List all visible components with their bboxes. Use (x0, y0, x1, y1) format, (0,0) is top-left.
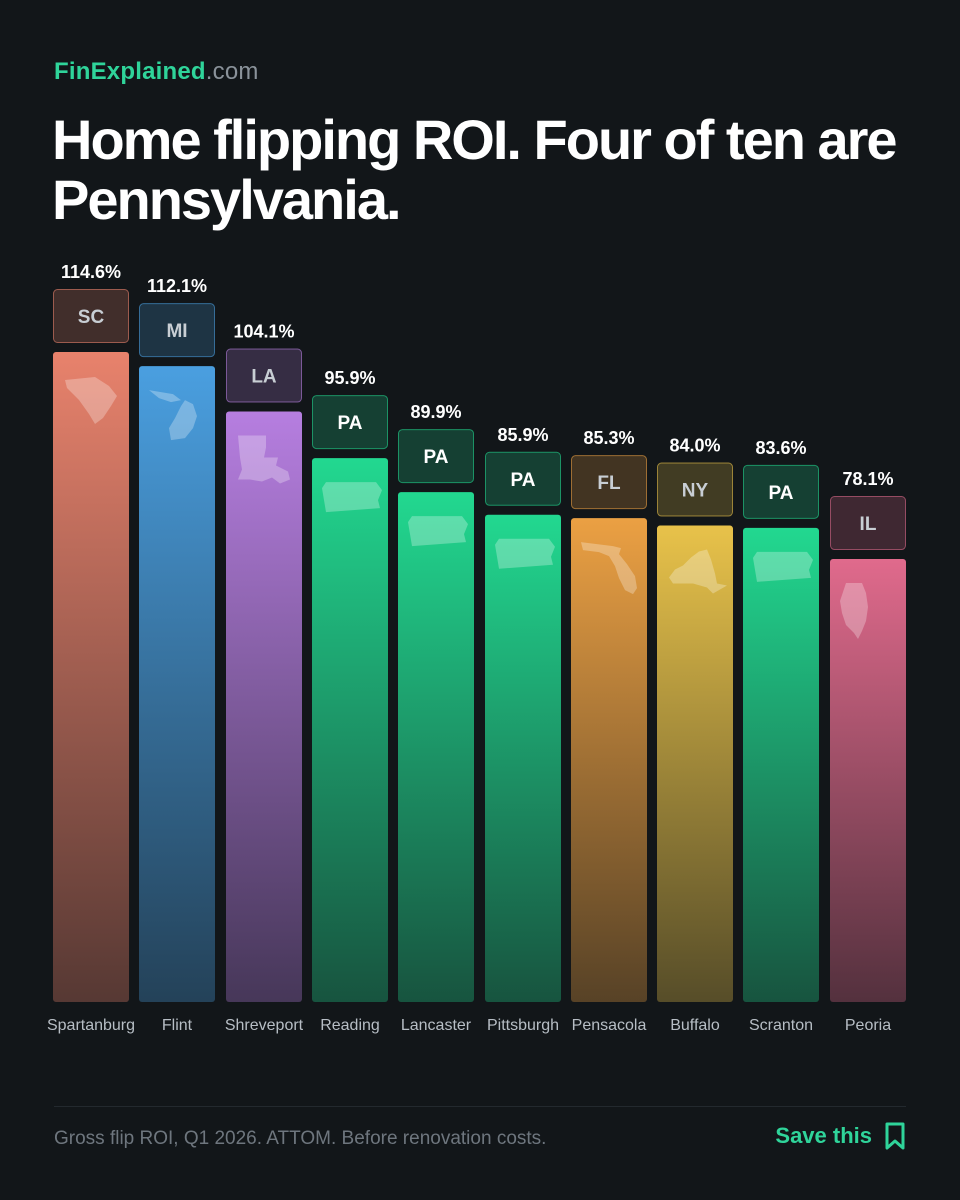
state-shape-icon (149, 390, 197, 441)
value-label: 83.6% (755, 438, 806, 458)
value-label: 114.6% (61, 262, 121, 282)
bar-flint (139, 366, 215, 1002)
category-label: Buffalo (670, 1017, 720, 1034)
state-badge-label: IL (860, 514, 877, 535)
category-label: Scranton (749, 1017, 813, 1034)
bar-chart: SC 114.6% Spartanburg MI 112.1% Flint LA 104.1%… (47, 262, 906, 1034)
category-label: Lancaster (401, 1017, 472, 1034)
state-badge (53, 289, 129, 343)
page-title: Home flipping ROI. Four of ten are Penns… (52, 108, 898, 231)
save-button-label: Save this (775, 1123, 872, 1148)
state-badge (830, 496, 906, 551)
state-badge-label: FL (597, 473, 621, 494)
state-badge (139, 303, 215, 358)
state-shape-icon (495, 538, 555, 569)
value-label: 104.1% (233, 322, 294, 342)
bookmark-icon (885, 1122, 905, 1150)
state-shape-icon (669, 549, 727, 594)
category-label: Pittsburgh (487, 1017, 559, 1034)
bar-shreveport (226, 411, 302, 1003)
brand-domain: .com (205, 58, 259, 85)
state-badge-label: NY (682, 481, 709, 502)
state-shape-icon (322, 482, 382, 513)
state-badge (226, 348, 302, 403)
state-badge (657, 462, 733, 517)
state-badge-label: PA (424, 447, 449, 468)
state-shape-icon (65, 377, 117, 424)
value-label: 89.9% (410, 402, 461, 422)
state-shape-icon (238, 435, 290, 484)
bar-reading (312, 458, 388, 1002)
value-label: 85.9% (497, 425, 548, 445)
state-badge (485, 451, 561, 506)
category-label: Flint (162, 1017, 193, 1034)
state-badge (398, 429, 474, 484)
bar-scranton (743, 527, 819, 1002)
value-label: 112.1% (147, 276, 207, 296)
brand-name: FinExplained (54, 58, 206, 85)
state-badge-label: PA (511, 470, 536, 491)
state-badge-label: PA (769, 483, 794, 504)
state-badge-label: SC (78, 307, 105, 328)
bar-lancaster (398, 492, 474, 1002)
state-badge (743, 464, 819, 519)
save-button[interactable]: Save this (775, 1121, 906, 1151)
state-shape-icon (581, 542, 637, 595)
value-label: 84.0% (669, 436, 720, 456)
bar-pittsburgh (485, 514, 561, 1002)
category-label: Pensacola (572, 1017, 647, 1034)
value-label: 95.9% (324, 368, 375, 388)
state-badge-label: PA (338, 413, 363, 434)
value-label: 78.1% (842, 469, 893, 489)
bar-buffalo (657, 525, 733, 1002)
state-badge (312, 395, 388, 450)
bar-peoria (830, 559, 906, 1002)
category-label: Reading (320, 1017, 380, 1034)
state-badge (571, 455, 647, 510)
bar-pensacola (571, 518, 647, 1002)
category-label: Peoria (845, 1017, 891, 1034)
source-note: Gross flip ROI, Q1 2026. ATTOM. Before r… (54, 1128, 547, 1149)
state-shape-icon (408, 516, 468, 547)
footer-divider (54, 1106, 906, 1107)
category-label: Shreveport (225, 1017, 304, 1034)
value-label: 85.3% (583, 428, 634, 448)
category-label: Spartanburg (47, 1017, 135, 1034)
state-badge-label: MI (166, 321, 187, 342)
state-shape-icon (753, 551, 813, 582)
state-badge-label: LA (251, 367, 277, 388)
bar-spartanburg (53, 352, 129, 1002)
state-shape-icon (840, 583, 868, 640)
brand-logo: FinExplained.com (54, 58, 259, 86)
